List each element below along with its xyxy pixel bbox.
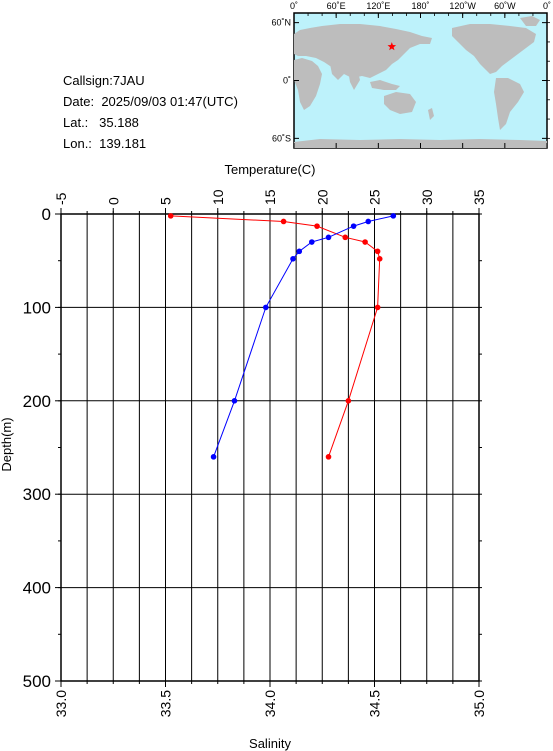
map-lon-tick-label: 0˚ — [290, 1, 298, 11]
salinity-tick-label: 33.5 — [158, 690, 174, 717]
temperature-tick-label: -5 — [53, 192, 69, 205]
salinity-tick-label: 35.0 — [471, 690, 487, 717]
temperature-line — [170, 215, 381, 457]
salinity-tick-label: 34.5 — [367, 690, 383, 717]
depth-axis-label: Depth(m) — [0, 417, 14, 471]
salinity-point — [309, 239, 315, 245]
map-lon-tick-label: 60˚W — [494, 1, 516, 11]
land-europe-asia — [294, 24, 432, 78]
land-north-america — [452, 24, 536, 74]
land-australia — [384, 92, 416, 114]
depth-tick-label: 0 — [42, 205, 51, 224]
salinity-axis-label: Salinity — [249, 736, 291, 751]
lon-value: 139.181 — [99, 136, 147, 151]
salinity-line — [213, 215, 394, 457]
lat-line: Lat.: 35.188 — [63, 115, 139, 131]
land-arabia — [330, 64, 344, 80]
temperature-point — [374, 248, 381, 255]
world-map: 0˚ 60˚E 120˚E 180˚ 120˚W 60˚W 0˚ 60˚N 0˚ 60˚S — [271, 1, 551, 149]
land-greenland — [520, 16, 540, 26]
map-lon-tick-label: 60˚E — [327, 1, 346, 11]
temperature-point — [167, 213, 174, 219]
map-lon-tick-label: 120˚W — [449, 1, 476, 11]
depth-tick-label: 500 — [23, 672, 51, 691]
date-label: Date: — [63, 94, 95, 109]
temperature-tick-label: 20 — [314, 189, 330, 205]
date-value: 2025/09/03 01:47(UTC) — [101, 94, 238, 109]
temperature-axis-label: Temperature(C) — [224, 162, 315, 177]
salinity-tick-label: 34.0 — [262, 690, 278, 717]
land-india — [348, 70, 360, 90]
temperature-point — [280, 218, 287, 225]
callsign-line: Callsign:7JAU — [63, 73, 145, 89]
salinity-point — [350, 223, 357, 229]
date-line: Date: 2025/09/03 01:47(UTC) — [63, 94, 238, 110]
temperature-tick-label: 5 — [158, 197, 174, 205]
map-land — [294, 16, 547, 148]
lat-value: 35.188 — [99, 115, 139, 130]
land-africa — [294, 58, 322, 110]
map-lon-tick-label: 0˚ — [543, 1, 551, 11]
salinity-point — [325, 234, 332, 241]
temperature-point — [314, 223, 320, 229]
temperature-tick-label: 30 — [419, 189, 435, 205]
temperature-point — [362, 239, 368, 245]
callsign-label: Callsign: — [63, 73, 113, 88]
map-lat-tick-label: 60˚N — [271, 18, 291, 28]
land-new-zealand — [428, 108, 434, 120]
lon-label: Lon.: — [63, 136, 92, 151]
temperature-tick-label: 35 — [471, 189, 487, 205]
land-indonesia — [370, 80, 400, 90]
salinity-point — [390, 213, 397, 219]
lon-line: Lon.: 139.181 — [63, 136, 146, 152]
map-lat-tick-label: 60˚S — [272, 133, 291, 143]
salinity-point — [296, 248, 303, 255]
map-lon-tick-label: 180˚ — [411, 1, 429, 11]
land-japan — [396, 46, 402, 58]
temperature-point — [325, 454, 332, 460]
temperature-tick-label: 10 — [210, 189, 226, 205]
salinity-tick-label: 33.0 — [53, 690, 69, 717]
map-axes: 0˚ 60˚E 120˚E 180˚ 120˚W 60˚W 0˚ 60˚N 0˚ 60˚S — [271, 1, 551, 148]
temperature-tick-label: 15 — [262, 189, 278, 205]
salinity-point — [210, 454, 217, 460]
temperature-point — [374, 304, 381, 311]
salinity-point — [263, 304, 269, 311]
depth-tick-label: 100 — [23, 298, 51, 317]
station-marker — [387, 42, 397, 51]
map-lon-tick-label: 120˚E — [366, 1, 390, 11]
land-south-america — [494, 78, 524, 130]
salinity-point — [365, 218, 372, 225]
depth-tick-label: 300 — [23, 485, 51, 504]
temperature-point — [342, 234, 349, 241]
depth-tick-label: 200 — [23, 392, 51, 411]
callsign-value: 7JAU — [112, 73, 145, 88]
temperature-point — [345, 398, 352, 404]
temperature-tick-label: 0 — [105, 197, 121, 205]
depth-tick-label: 400 — [23, 579, 51, 598]
salinity-point — [290, 256, 296, 262]
map-lat-tick-label: 0˚ — [283, 76, 291, 86]
salinity-point — [231, 398, 238, 404]
lat-label: Lat.: — [63, 115, 89, 130]
temperature-point — [376, 256, 383, 262]
temperature-tick-label: 25 — [367, 189, 383, 205]
